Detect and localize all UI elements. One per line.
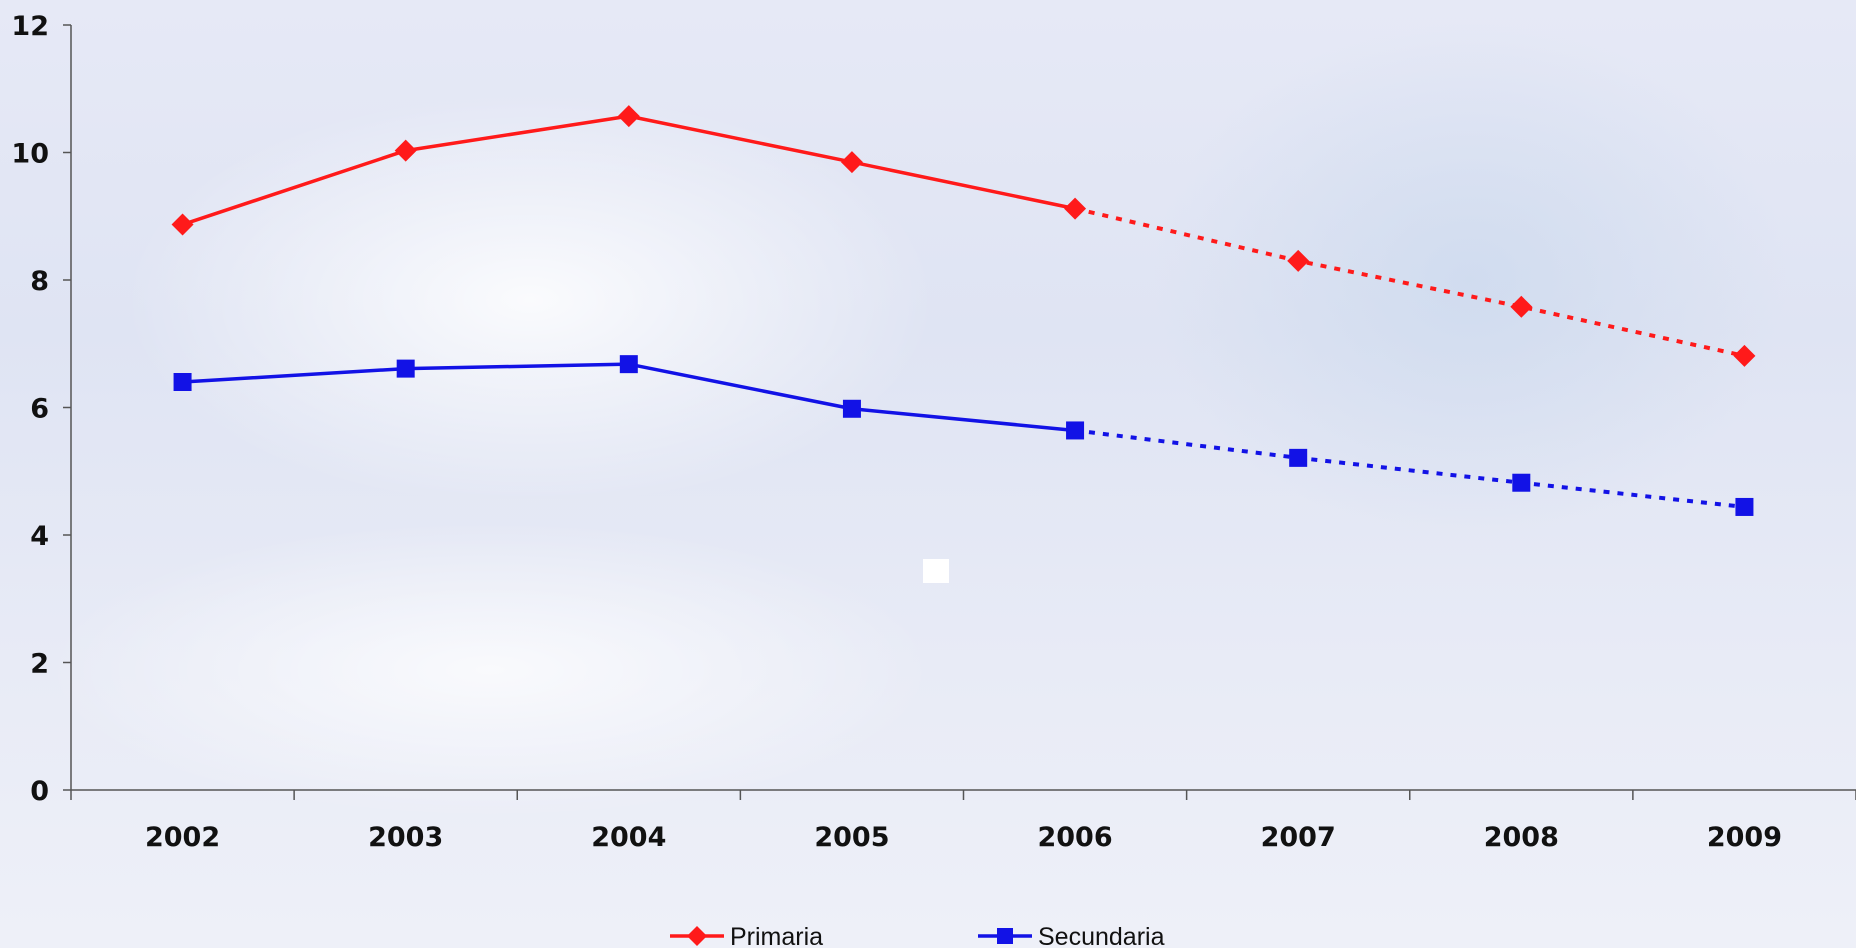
x-tick-label: 2005 <box>814 822 889 853</box>
x-tick-label: 2003 <box>368 822 443 853</box>
x-tick-label: 2009 <box>1707 822 1782 853</box>
background-cloud <box>40 520 940 820</box>
y-tick-label: 10 <box>11 139 49 170</box>
y-tick-label: 0 <box>30 776 49 807</box>
data-point-secundaria <box>1735 497 1754 516</box>
series-line-primaria-solid <box>182 114 1076 227</box>
data-point-primaria <box>1510 295 1533 318</box>
legend: Primaria Secundaria <box>670 923 1165 948</box>
data-point-primaria <box>617 105 640 128</box>
data-point-primaria <box>1064 197 1087 220</box>
x-tick-label: 2002 <box>145 822 220 853</box>
y-tick-label: 6 <box>30 394 49 425</box>
y-tick-label: 12 <box>11 11 49 42</box>
background-cloud <box>120 90 940 510</box>
x-tick-label: 2006 <box>1037 822 1112 853</box>
data-point-secundaria <box>842 399 861 418</box>
series-line-primaria-dotted <box>1074 206 1745 358</box>
y-tick-label: 4 <box>30 521 49 552</box>
data-point-primaria <box>1733 344 1756 367</box>
data-point-primaria <box>840 151 863 174</box>
series-line-secundaria-solid <box>182 362 1076 433</box>
data-point-secundaria <box>1289 448 1308 467</box>
series-line-secundaria-dotted <box>1074 428 1745 509</box>
data-point-secundaria <box>1066 421 1085 440</box>
data-point-primaria <box>1287 249 1310 272</box>
data-point-primaria <box>394 139 417 162</box>
series-layer <box>171 105 1756 583</box>
data-point-secundaria <box>173 373 192 391</box>
y-tick-label: 8 <box>30 266 49 297</box>
x-tick-label: 2004 <box>591 822 666 853</box>
white-marker-artifact <box>923 559 949 583</box>
legend-marker-secundaria <box>997 928 1013 944</box>
legend-label-secundaria: Secundaria <box>1038 923 1165 948</box>
x-tick-label: 2008 <box>1484 822 1559 853</box>
data-point-secundaria <box>619 355 638 374</box>
data-point-secundaria <box>1512 473 1531 492</box>
data-point-secundaria <box>396 359 415 378</box>
data-point-primaria <box>171 213 194 236</box>
legend-label-primaria: Primaria <box>730 923 823 948</box>
axes: 0 2 4 6 8 10 12 2002 2003 2004 2005 2006 2007 2008 200… <box>11 11 1856 853</box>
legend-marker-primaria <box>687 926 707 946</box>
x-tick-label: 2007 <box>1261 822 1336 853</box>
y-tick-label: 2 <box>30 649 49 680</box>
